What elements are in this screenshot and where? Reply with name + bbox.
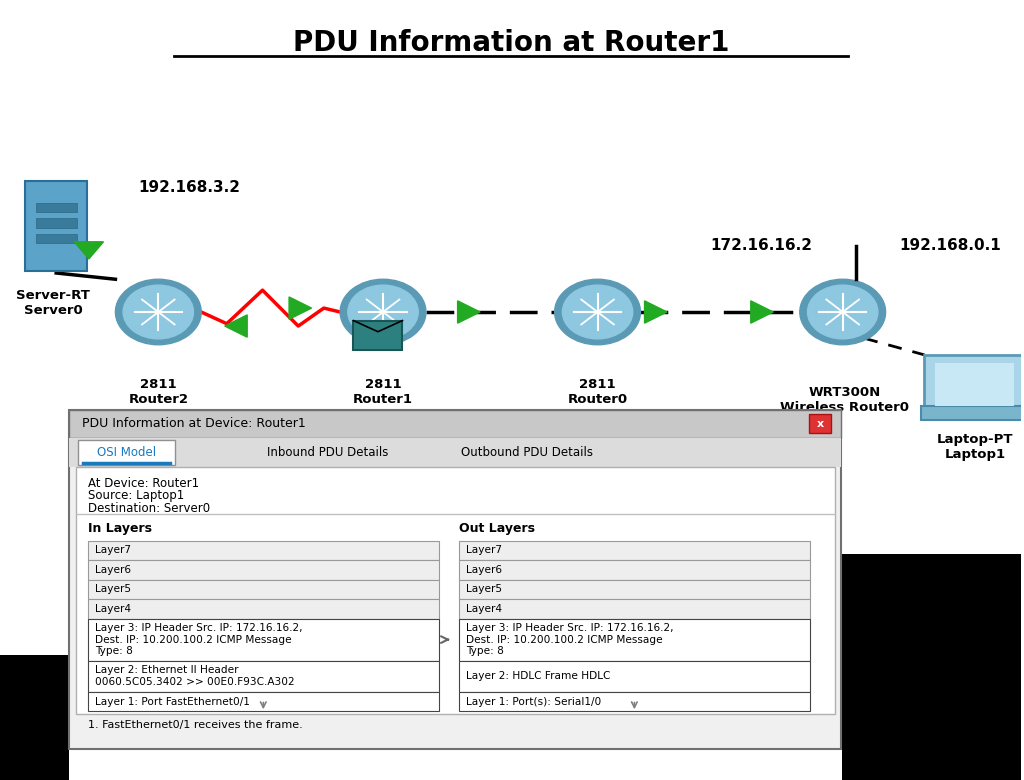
Text: Source: Laptop1: Source: Laptop1 bbox=[88, 489, 184, 502]
Text: 2811
Router1: 2811 Router1 bbox=[353, 378, 413, 406]
FancyBboxPatch shape bbox=[459, 560, 810, 580]
Text: 172.16.16.2: 172.16.16.2 bbox=[710, 238, 812, 254]
Text: 2811
Router2: 2811 Router2 bbox=[128, 378, 188, 406]
Polygon shape bbox=[458, 301, 480, 323]
Polygon shape bbox=[644, 301, 667, 323]
Text: Layer6: Layer6 bbox=[466, 565, 502, 575]
Text: Layer 3: IP Header Src. IP: 172.16.16.2,
Dest. IP: 10.200.100.2 ICMP Message
Typ: Layer 3: IP Header Src. IP: 172.16.16.2,… bbox=[466, 623, 674, 656]
Text: PDU Information at Router1: PDU Information at Router1 bbox=[293, 29, 729, 57]
FancyBboxPatch shape bbox=[25, 181, 87, 271]
Text: Inbound PDU Details: Inbound PDU Details bbox=[266, 446, 388, 459]
Text: Layer 2: Ethernet II Header
0060.5C05.3402 >> 00E0.F93C.A302: Layer 2: Ethernet II Header 0060.5C05.34… bbox=[95, 665, 295, 687]
Text: Layer6: Layer6 bbox=[95, 565, 131, 575]
Circle shape bbox=[800, 279, 886, 345]
Circle shape bbox=[555, 279, 640, 345]
FancyBboxPatch shape bbox=[70, 410, 841, 749]
Text: Layer 1: Port(s): Serial1/0: Layer 1: Port(s): Serial1/0 bbox=[466, 697, 601, 707]
FancyBboxPatch shape bbox=[88, 541, 438, 560]
Polygon shape bbox=[75, 242, 103, 259]
FancyBboxPatch shape bbox=[353, 321, 402, 350]
FancyBboxPatch shape bbox=[922, 406, 1024, 420]
FancyBboxPatch shape bbox=[78, 440, 175, 465]
Text: Out Layers: Out Layers bbox=[459, 522, 535, 535]
FancyBboxPatch shape bbox=[459, 692, 810, 711]
Text: Layer5: Layer5 bbox=[95, 584, 131, 594]
FancyBboxPatch shape bbox=[88, 619, 438, 661]
Text: OSI Model: OSI Model bbox=[96, 446, 156, 459]
FancyBboxPatch shape bbox=[88, 692, 438, 711]
Text: Layer 3: IP Header Src. IP: 172.16.16.2,
Dest. IP: 10.200.100.2 ICMP Message
Typ: Layer 3: IP Header Src. IP: 172.16.16.2,… bbox=[95, 623, 302, 656]
FancyBboxPatch shape bbox=[459, 599, 810, 619]
FancyBboxPatch shape bbox=[459, 619, 810, 661]
Circle shape bbox=[340, 279, 426, 345]
Text: Laptop-PT
Laptop1: Laptop-PT Laptop1 bbox=[937, 433, 1014, 461]
Circle shape bbox=[562, 285, 633, 339]
Text: Layer 2: HDLC Frame HDLC: Layer 2: HDLC Frame HDLC bbox=[466, 672, 610, 681]
FancyBboxPatch shape bbox=[76, 467, 835, 714]
Circle shape bbox=[808, 285, 878, 339]
Text: x: x bbox=[817, 419, 823, 428]
Polygon shape bbox=[224, 315, 247, 337]
Circle shape bbox=[348, 285, 418, 339]
FancyBboxPatch shape bbox=[88, 580, 438, 599]
Text: 2811
Router0: 2811 Router0 bbox=[567, 378, 628, 406]
Text: 1. FastEthernet0/1 receives the frame.: 1. FastEthernet0/1 receives the frame. bbox=[88, 720, 303, 730]
FancyBboxPatch shape bbox=[459, 661, 810, 692]
FancyBboxPatch shape bbox=[459, 541, 810, 560]
Text: Outbound PDU Details: Outbound PDU Details bbox=[461, 446, 593, 459]
Text: Layer 1: Port FastEthernet0/1: Layer 1: Port FastEthernet0/1 bbox=[95, 697, 250, 707]
Text: Server-RT
Server0: Server-RT Server0 bbox=[16, 289, 90, 317]
Text: In Layers: In Layers bbox=[88, 522, 152, 535]
FancyBboxPatch shape bbox=[36, 218, 77, 228]
FancyBboxPatch shape bbox=[36, 234, 77, 243]
Text: 192.168.3.2: 192.168.3.2 bbox=[138, 179, 240, 195]
Text: 192.168.0.1: 192.168.0.1 bbox=[899, 238, 1000, 254]
FancyBboxPatch shape bbox=[88, 560, 438, 580]
FancyBboxPatch shape bbox=[88, 661, 438, 692]
FancyBboxPatch shape bbox=[70, 410, 841, 438]
FancyBboxPatch shape bbox=[36, 203, 77, 212]
Text: Destination: Server0: Destination: Server0 bbox=[88, 502, 210, 515]
Text: Layer5: Layer5 bbox=[466, 584, 502, 594]
Circle shape bbox=[123, 285, 194, 339]
Text: Layer7: Layer7 bbox=[95, 545, 131, 555]
FancyBboxPatch shape bbox=[88, 599, 438, 619]
Polygon shape bbox=[289, 297, 311, 319]
FancyBboxPatch shape bbox=[935, 363, 1015, 406]
Text: WRT300N
Wireless Router0: WRT300N Wireless Router0 bbox=[780, 386, 909, 414]
FancyBboxPatch shape bbox=[0, 655, 70, 780]
Text: Layer4: Layer4 bbox=[466, 604, 502, 614]
Text: At Device: Router1: At Device: Router1 bbox=[88, 477, 199, 490]
FancyBboxPatch shape bbox=[925, 355, 1024, 411]
Circle shape bbox=[116, 279, 202, 345]
Polygon shape bbox=[751, 301, 773, 323]
FancyBboxPatch shape bbox=[842, 554, 1022, 780]
Text: Layer4: Layer4 bbox=[95, 604, 131, 614]
Text: Layer7: Layer7 bbox=[466, 545, 502, 555]
FancyBboxPatch shape bbox=[809, 414, 831, 433]
FancyBboxPatch shape bbox=[459, 580, 810, 599]
Text: PDU Information at Device: Router1: PDU Information at Device: Router1 bbox=[82, 417, 305, 430]
FancyBboxPatch shape bbox=[70, 438, 841, 467]
